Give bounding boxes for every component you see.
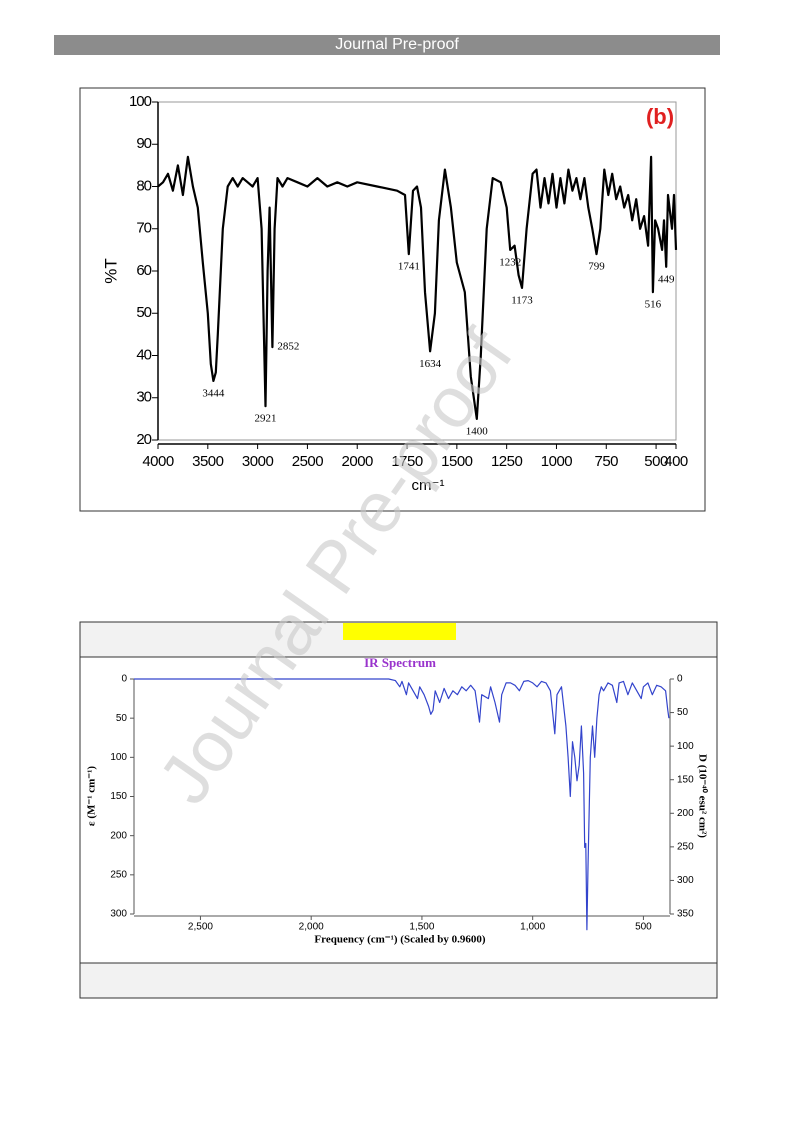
- y-tick-label: 300: [110, 909, 127, 920]
- y2-tick-label: 100: [677, 741, 694, 752]
- chart-title: (b): [646, 104, 674, 129]
- peak-label: 3444: [202, 387, 225, 399]
- x-tick-label: 4000: [142, 453, 174, 470]
- x-axis-label: Frequency (cm⁻¹) (Scaled by 0.9600): [314, 934, 485, 946]
- y-tick-label: 40: [136, 346, 151, 363]
- peak-label: 516: [645, 299, 662, 311]
- y-tick-label: 100: [110, 752, 127, 763]
- x-tick-label: 1,500: [409, 922, 434, 933]
- y-axis-label: ε (M⁻¹ cm⁻¹): [86, 766, 98, 826]
- y-tick-label: 90: [136, 135, 151, 152]
- y2-tick-label: 50: [677, 707, 689, 718]
- x-tick-label: 500: [635, 922, 652, 933]
- peak-label: 1232: [499, 256, 521, 268]
- peak-label: 2852: [277, 341, 299, 353]
- x-tick-label: 1250: [491, 453, 523, 470]
- y2-axis-label: D (10⁻⁴⁰ esu² cm²): [696, 754, 708, 838]
- x-tick-label: 1000: [541, 453, 573, 470]
- x-tick-label: 3000: [242, 453, 274, 470]
- y-tick-label: 70: [136, 220, 151, 237]
- header-title: Journal Pre-proof: [335, 36, 459, 53]
- y2-tick-label: 350: [677, 909, 694, 920]
- y-tick-label: 50: [136, 304, 151, 321]
- peak-label: 2921: [254, 413, 276, 425]
- x-tick-label: 2000: [342, 453, 374, 470]
- table-cell: [79, 656, 718, 964]
- y2-tick-label: 0: [677, 674, 683, 685]
- x-axis-label: cm⁻¹: [412, 477, 445, 494]
- x-tick-label: 750: [595, 453, 619, 470]
- x-tick-label: 3500: [192, 453, 224, 470]
- y-tick-label: 250: [110, 869, 127, 880]
- y2-tick-label: 200: [677, 808, 694, 819]
- highlight: [343, 623, 456, 640]
- y-tick-label: 200: [110, 830, 127, 841]
- figure-frame: [79, 87, 706, 512]
- x-tick-label: 500: [644, 453, 668, 470]
- series-line: [157, 155, 678, 420]
- y-axis-label: %T: [101, 258, 120, 284]
- x-tick-label: 1500: [441, 453, 473, 470]
- x-tick-label: 2,000: [299, 922, 324, 933]
- x-tick-label: 2,500: [188, 922, 213, 933]
- peak-label: 1741: [398, 261, 420, 273]
- y-tick-label: 60: [136, 262, 151, 279]
- x-tick-label: 1750: [391, 453, 423, 470]
- y2-tick-label: 150: [677, 774, 694, 785]
- y-tick-label: 0: [121, 674, 127, 685]
- y-tick-label: 20: [136, 431, 151, 448]
- y-tick-label: 50: [116, 713, 128, 724]
- x-tick-label: 400: [664, 453, 688, 470]
- peak-label: 1634: [419, 358, 442, 370]
- peak-label: 799: [588, 261, 605, 273]
- y2-tick-label: 300: [677, 875, 694, 886]
- peak-label: 1173: [511, 294, 533, 306]
- peak-label: 1400: [466, 425, 489, 437]
- y2-tick-label: 250: [677, 841, 694, 852]
- x-tick-label: 1,000: [520, 922, 545, 933]
- y-tick-label: 30: [136, 389, 151, 406]
- chart-title: IR Spectrum: [364, 655, 436, 670]
- peak-label: 449: [658, 273, 675, 285]
- y-tick-label: 80: [136, 177, 151, 194]
- y-tick-label: 100: [129, 93, 152, 110]
- x-tick-label: 2500: [292, 453, 324, 470]
- y-tick-label: 150: [110, 791, 127, 802]
- series-line: [134, 678, 670, 931]
- header-bar: [54, 35, 720, 55]
